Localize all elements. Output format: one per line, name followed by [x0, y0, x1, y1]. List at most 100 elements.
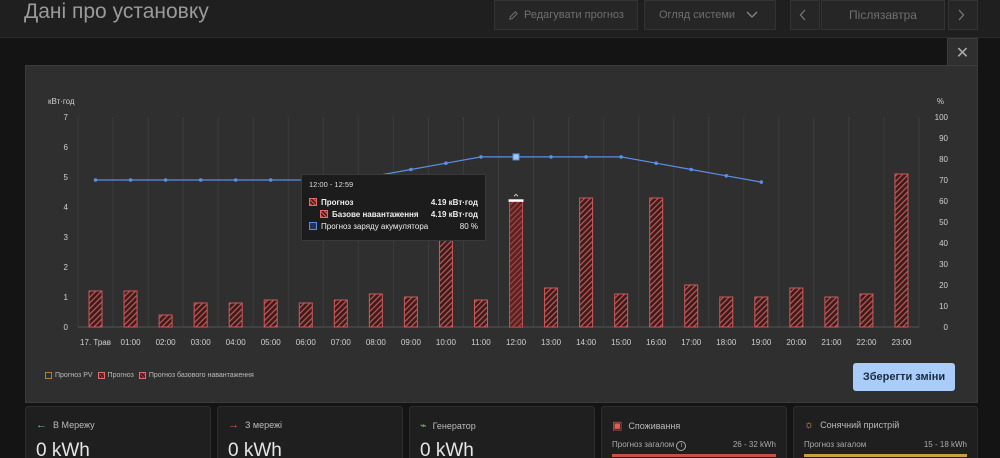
card-value: 0 kWh: [420, 440, 474, 458]
card-title: ▣ Споживання: [612, 419, 680, 432]
x-tick-label: 02:00: [156, 338, 177, 347]
y-right-tick-label: 90: [939, 134, 948, 143]
chart-tooltip: 12:00 - 12:59 Прогноз 4.19 кВт·год Базов…: [301, 174, 486, 241]
battery-point: [198, 178, 203, 182]
card-to-grid[interactable]: ← В Мережу 0 kWh: [25, 406, 211, 458]
forecast-bar: [403, 296, 418, 328]
tooltip-label: Базове навантаження: [332, 209, 419, 219]
x-tick-label: 06:00: [296, 338, 317, 347]
chevron-right-icon: [958, 9, 964, 21]
y-left-tick-label: 3: [64, 233, 69, 242]
forecast-bar: [228, 302, 243, 328]
card-solar[interactable]: ☼ Сонячний пристрій Прогноз загалом 15 - …: [793, 406, 978, 458]
battery-point: [654, 161, 658, 165]
previous-day-button[interactable]: [790, 0, 820, 30]
tooltip-time: 12:00 - 12:59: [309, 180, 354, 189]
forecast-bar: [684, 284, 699, 328]
card-from-grid[interactable]: → З мережі 0 kWh: [217, 406, 403, 458]
y-right-tick-label: 0: [944, 323, 949, 332]
card-forecast-label: Прогноз загалом i: [612, 440, 687, 451]
x-tick-label: 08:00: [366, 338, 387, 347]
y-right-tick-label: 10: [939, 302, 948, 311]
system-overview-select[interactable]: Огляд системи: [644, 0, 776, 30]
arrow-right-icon: →: [228, 419, 239, 431]
drag-indicator-icon: [513, 193, 519, 197]
forecast-bar: [649, 197, 664, 328]
x-tick-label: 03:00: [191, 338, 212, 347]
x-tick-label: 15:00: [611, 338, 632, 347]
legend-item-forecast[interactable]: Прогноз: [97, 372, 134, 379]
battery-point: [128, 178, 133, 182]
tooltip-value: 4.19 кВт·год: [430, 209, 478, 219]
x-tick-label: 09:00: [401, 338, 422, 347]
generator-icon: ⌁: [420, 420, 427, 432]
card-title-text: Генератор: [432, 420, 476, 431]
forecast-bar: [859, 293, 874, 328]
battery-point: [584, 155, 588, 159]
legend-label: Прогноз PV: [55, 372, 93, 379]
chart-legend: Прогноз PV Прогноз Прогноз базового нава…: [45, 372, 259, 379]
y-left-tick-label: 1: [64, 293, 69, 302]
forecast-bar: [193, 302, 208, 328]
forecast-bar: [263, 299, 278, 328]
date-selector[interactable]: Післязавтра: [821, 0, 945, 30]
card-forecast-value: 15 - 18 kWh: [923, 440, 967, 449]
tooltip-row-base-load: Базове навантаження 4.19 кВт·год: [309, 208, 478, 220]
card-forecast-summary: Прогноз загалом 15 - 18 kWh: [804, 440, 967, 449]
chevron-left-icon: [799, 9, 805, 21]
legend-item-pv[interactable]: Прогноз PV: [45, 372, 93, 379]
y-left-tick-label: 4: [64, 203, 69, 212]
bar-edit-handle: [508, 199, 524, 202]
y-left-axis-label: кВт·год: [48, 97, 75, 106]
y-right-tick-label: 40: [939, 239, 948, 248]
card-title: ⌁ Генератор: [420, 419, 476, 432]
x-tick-label: 23:00: [891, 338, 912, 347]
forecast-swatch: [309, 198, 317, 206]
forecast-bar: [333, 299, 348, 328]
forecast-bar: [544, 287, 559, 328]
forecast-bar: [473, 299, 488, 328]
sun-icon: ☼: [804, 419, 815, 431]
legend-item-base-load[interactable]: Прогноз базового навантаження: [138, 372, 254, 379]
card-title: ← В Мережу: [36, 419, 95, 431]
x-tick-label: 22:00: [856, 338, 877, 347]
close-modal-button[interactable]: ✕: [947, 38, 978, 67]
save-changes-button[interactable]: Зберегти зміни: [853, 363, 955, 391]
battery-forecast-line: [95, 156, 762, 183]
card-forecast-summary: Прогноз загалом i 26 - 32 kWh: [612, 440, 776, 451]
forecast-bar: [579, 197, 594, 328]
battery-point: [619, 155, 623, 159]
tooltip-row-battery: Прогноз заряду акумулятора 80 %: [309, 220, 478, 232]
pencil-icon: [509, 10, 518, 20]
y-left-tick-label: 7: [64, 113, 69, 122]
battery-swatch: [309, 222, 317, 230]
battery-point: [233, 178, 238, 182]
page-title: Дані про установку: [24, 0, 209, 23]
x-tick-label: 20:00: [786, 338, 807, 347]
x-tick-label: 01:00: [121, 338, 142, 347]
edit-forecast-button[interactable]: Редагувати прогноз: [494, 0, 638, 30]
card-title-text: В Мережу: [53, 420, 95, 430]
y-left-tick-label: 6: [64, 143, 69, 152]
highlighted-bar-overlay: [509, 201, 523, 327]
y-left-tick-label: 5: [64, 173, 69, 182]
edit-forecast-label: Редагувати прогноз: [524, 9, 624, 21]
consumption-bar: [612, 454, 776, 457]
tooltip-label: Прогноз: [321, 197, 354, 207]
battery-point: [549, 155, 553, 159]
card-generator[interactable]: ⌁ Генератор 0 kWh: [409, 406, 595, 458]
card-value: 0 kWh: [228, 440, 282, 458]
battery-point: [689, 167, 694, 172]
card-title-text: Споживання: [628, 420, 681, 431]
x-tick-label: 04:00: [226, 338, 247, 347]
base-load-legend-swatch: [138, 372, 146, 379]
consumption-icon: ▣: [612, 420, 623, 432]
forecast-bar: [719, 296, 734, 328]
next-day-button[interactable]: [948, 0, 978, 30]
card-consumption[interactable]: ▣ Споживання Прогноз загалом i 26 - 32 kW…: [601, 406, 787, 458]
y-right-tick-label: 100: [935, 113, 949, 122]
x-tick-label: 11:00: [471, 338, 491, 347]
x-tick-label: 05:00: [261, 338, 282, 347]
forecast-legend-swatch: [97, 372, 105, 379]
